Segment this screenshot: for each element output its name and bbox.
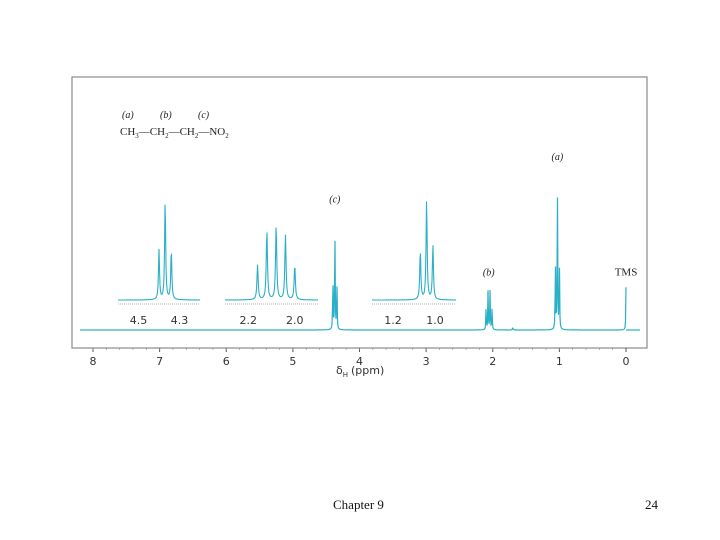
molecular-structure: (a) (b) (c) CH3—CH2—CH2—NO2: [120, 110, 229, 140]
formula-group-1: CH: [120, 126, 135, 138]
peak-label-3: TMS: [615, 266, 638, 278]
formula-bond-3: —: [197, 126, 210, 138]
peak-label-2: (a): [552, 152, 564, 163]
inset-tick-label-2-1: 1.0: [426, 314, 444, 327]
inset-trace-0: [118, 204, 200, 301]
x-axis: 8 7 6 5 4 3 2 1 0: [90, 348, 630, 368]
x-tick-label-4: 4: [356, 355, 363, 368]
formula-group-2: CH: [150, 126, 165, 138]
formula-bond-2: —: [168, 126, 181, 138]
x-tick-label-8: 0: [623, 355, 630, 368]
x-tick-label-7: 1: [556, 355, 563, 368]
inset-tick-label-1-0: 2.2: [240, 314, 258, 327]
x-tick-label-5: 3: [423, 355, 430, 368]
x-axis-title-symbol: δ: [336, 364, 343, 377]
spectrum-frame: [71, 76, 648, 349]
page-number: 24: [645, 497, 658, 512]
formula-sub-3: 2: [195, 132, 199, 140]
formula-group-4: NO: [209, 126, 225, 138]
formula-sub-1: 3: [135, 132, 139, 140]
chapter-label: Chapter 9: [333, 497, 384, 512]
x-tick-label-6: 2: [489, 355, 496, 368]
structure-label-b: (b): [160, 110, 172, 121]
x-axis-title-subscript: H: [343, 371, 348, 379]
spectrum-trace: [93, 197, 627, 331]
inset-plots: 4.5 4.3 2.2 2.0 1.2 1.0: [118, 201, 456, 327]
x-tick-label-3: 5: [289, 355, 296, 368]
formula-group-3: CH: [180, 126, 195, 138]
formula-sub-2: 2: [165, 132, 169, 140]
peak-label-0: (c): [329, 195, 341, 206]
x-axis-title-units: (ppm): [351, 364, 384, 377]
inset-tick-label-2-0: 1.2: [384, 314, 402, 327]
structure-formula: CH3—CH2—CH2—NO2: [120, 126, 229, 140]
formula-bond-1: —: [138, 126, 151, 138]
inset-tick-label-1-1: 2.0: [286, 314, 304, 327]
structure-label-a: (a): [122, 110, 134, 121]
inset-tick-label-0-1: 4.3: [171, 314, 189, 327]
formula-sub-4: 2: [225, 132, 229, 140]
peak-label-1: (b): [483, 267, 495, 278]
structure-label-c: (c): [198, 110, 210, 121]
inset-trace-1: [225, 227, 318, 301]
x-tick-label-2: 6: [223, 355, 230, 368]
inset-tick-label-0-0: 4.5: [130, 314, 148, 327]
x-axis-title: δH (ppm): [336, 364, 384, 379]
x-tick-label-1: 7: [156, 355, 163, 368]
main-plot-area: (c) (b) (a) TMS: [80, 152, 640, 331]
x-tick-label-0: 8: [90, 355, 97, 368]
inset-trace-2: [372, 201, 456, 301]
